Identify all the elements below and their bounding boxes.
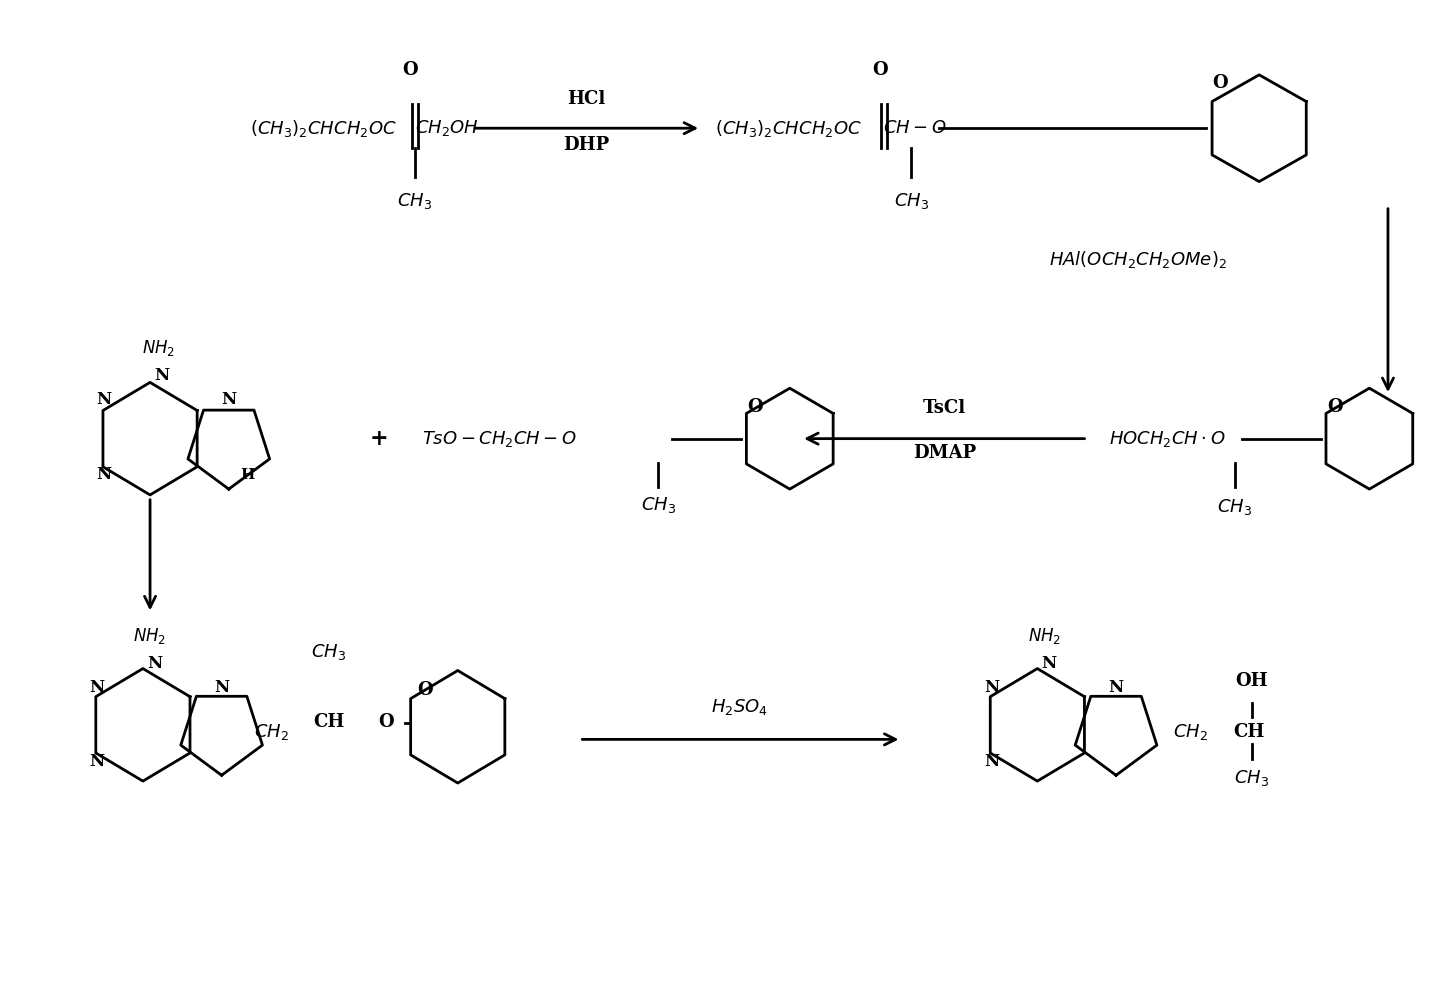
Text: $CH_3$: $CH_3$ (640, 495, 676, 515)
Text: CH: CH (1234, 722, 1264, 741)
Text: N: N (214, 680, 230, 697)
Text: CH: CH (314, 713, 344, 731)
Text: $NH_2$: $NH_2$ (1027, 626, 1061, 646)
Text: N: N (97, 392, 111, 408)
Text: H: H (240, 467, 254, 481)
Text: $TsO-CH_2CH-O$: $TsO-CH_2CH-O$ (422, 429, 577, 449)
Text: $H_2SO_4$: $H_2SO_4$ (711, 698, 769, 717)
Text: N: N (90, 680, 104, 697)
Text: N: N (1042, 655, 1056, 672)
Text: $(CH_3)_2CHCH_2OC$: $(CH_3)_2CHCH_2OC$ (715, 118, 863, 139)
Text: O: O (1212, 74, 1228, 92)
Text: DMAP: DMAP (913, 444, 975, 462)
Text: N: N (221, 392, 237, 408)
Text: $CH_3$: $CH_3$ (312, 643, 347, 662)
Text: +: + (370, 428, 389, 450)
Text: HCl: HCl (568, 91, 605, 108)
Text: $CH_3$: $CH_3$ (1234, 769, 1270, 788)
Text: O: O (403, 61, 419, 79)
Text: DHP: DHP (564, 136, 610, 154)
Text: $CH_2$: $CH_2$ (1173, 721, 1208, 742)
Text: $CH-O$: $CH-O$ (883, 119, 946, 137)
Text: N: N (155, 367, 169, 384)
Text: O: O (418, 681, 432, 699)
Text: $NH_2$: $NH_2$ (142, 338, 175, 358)
Text: OH: OH (1235, 672, 1269, 690)
Text: N: N (147, 655, 162, 672)
Text: $CH_3$: $CH_3$ (894, 191, 929, 211)
Text: $NH_2$: $NH_2$ (133, 626, 166, 646)
Text: N: N (984, 680, 998, 697)
Text: O: O (873, 61, 887, 79)
Text: N: N (1108, 680, 1124, 697)
Text: TsCl: TsCl (923, 399, 965, 416)
Text: $CH_3$: $CH_3$ (1217, 497, 1253, 517)
Text: $CH_3$: $CH_3$ (397, 191, 432, 211)
Text: $HOCH_2CH\cdot O$: $HOCH_2CH\cdot O$ (1108, 429, 1225, 449)
Text: O: O (747, 398, 763, 415)
Text: O: O (379, 713, 394, 731)
Text: $CH_2$: $CH_2$ (254, 721, 289, 742)
Text: $(CH_3)_2CHCH_2OC$: $(CH_3)_2CHCH_2OC$ (250, 118, 397, 139)
Text: $CH_2OH$: $CH_2OH$ (415, 118, 478, 138)
Text: N: N (90, 753, 104, 770)
Text: $HAl(OCH_2CH_2OMe)_2$: $HAl(OCH_2CH_2OMe)_2$ (1049, 249, 1227, 270)
Text: O: O (1327, 398, 1342, 415)
Text: N: N (984, 753, 998, 770)
Text: N: N (97, 466, 111, 483)
